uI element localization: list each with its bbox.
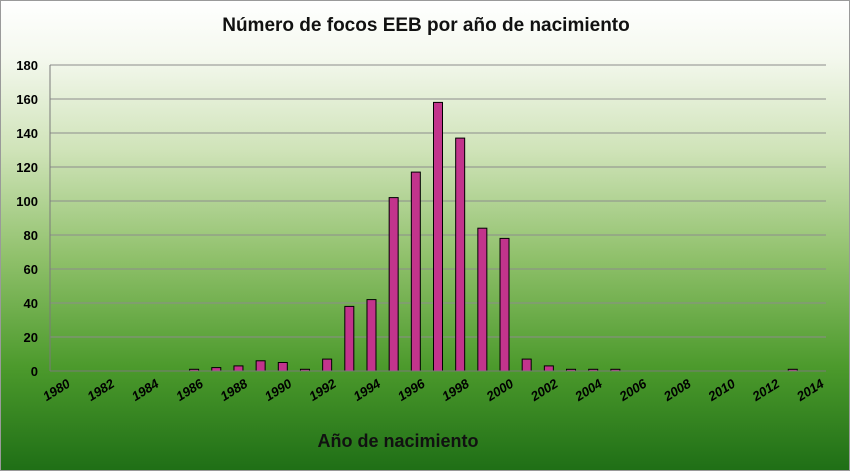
x-tick-label: 1998 — [439, 375, 472, 403]
y-tick-label: 0 — [31, 364, 38, 379]
bar — [233, 365, 244, 372]
x-tick-label: 1984 — [129, 375, 162, 403]
y-tick-label: 80 — [24, 228, 38, 243]
bar — [388, 197, 399, 372]
bar — [433, 101, 443, 372]
x-tick-label: 2010 — [704, 375, 738, 404]
x-tick-label: 1980 — [40, 375, 73, 403]
bar — [410, 171, 421, 372]
bar — [499, 237, 510, 372]
y-tick-label: 180 — [16, 58, 38, 73]
y-tick-labels: 0 20 40 60 80 100 120 140 160 180 — [16, 58, 38, 379]
x-tick-label: 1988 — [218, 375, 251, 403]
x-tick-label: 2012 — [749, 375, 783, 404]
bar — [521, 358, 532, 372]
x-tick-labels: 1980 1982 1984 1986 1988 1990 1992 1994 1996 1998… — [40, 375, 827, 404]
x-tick-label: 2014 — [793, 375, 827, 404]
x-tick-label: 1982 — [85, 375, 118, 403]
bar — [211, 367, 222, 372]
x-axis-label: Año de nacimiento — [317, 431, 478, 451]
x-tick-label: 1994 — [351, 375, 384, 403]
bar — [366, 299, 377, 372]
y-tick-label: 40 — [24, 296, 38, 311]
x-tick-label: 1996 — [395, 375, 428, 403]
bar — [255, 360, 266, 372]
y-tick-label: 100 — [16, 194, 38, 209]
bar — [277, 362, 288, 372]
y-tick-label: 160 — [16, 92, 38, 107]
x-tick-label: 2006 — [616, 375, 650, 404]
x-tick-label: 2004 — [571, 375, 605, 404]
bars — [189, 101, 798, 372]
bar — [477, 227, 488, 372]
bar — [322, 358, 333, 372]
y-tick-label: 140 — [16, 126, 38, 141]
x-tick-label: 1986 — [173, 375, 206, 403]
axes — [49, 65, 826, 372]
bar — [344, 305, 355, 372]
chart-title: Número de focos EEB por año de nacimient… — [222, 15, 630, 36]
x-tick-label: 2008 — [660, 375, 694, 404]
bar — [455, 137, 466, 372]
bar — [543, 365, 554, 372]
y-tick-label: 120 — [16, 160, 38, 175]
x-tick-label: 2000 — [483, 375, 517, 404]
x-tick-label: 1992 — [306, 375, 339, 403]
y-tick-label: 20 — [24, 330, 38, 345]
x-tick-label: 1990 — [262, 375, 295, 403]
y-tick-label: 60 — [24, 262, 38, 277]
x-tick-label: 2002 — [527, 375, 561, 404]
